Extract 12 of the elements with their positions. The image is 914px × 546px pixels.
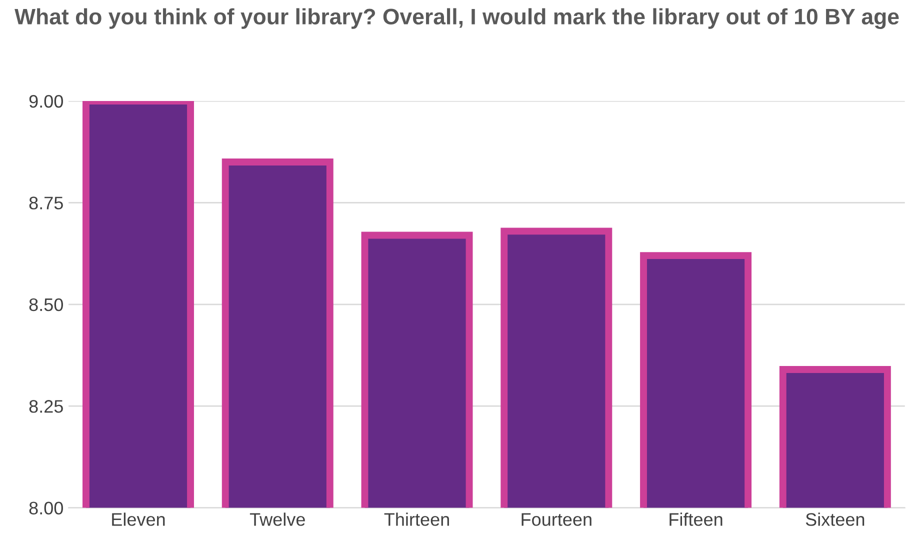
- y-tick-label: 8.00: [29, 502, 63, 514]
- x-tick-label: Fifteen: [670, 512, 722, 526]
- x-tick-label: Thirteen: [384, 512, 449, 526]
- chart-title: What do you think of your library? Overall, I would mark the library out of 10 BY age: [14, 8, 899, 30]
- y-tick-label: 9.00: [29, 94, 63, 108]
- y-tick-label: 8.25: [29, 400, 63, 413]
- y-tick-label: 8.75: [29, 196, 63, 210]
- x-tick-label: Twelve: [250, 512, 305, 526]
- x-tick-label: Fourteen: [522, 513, 592, 526]
- x-tick-label: Eleven: [112, 512, 165, 526]
- x-tick-label: Sixteen: [806, 512, 864, 526]
- y-tick-label: 8.50: [29, 298, 63, 312]
